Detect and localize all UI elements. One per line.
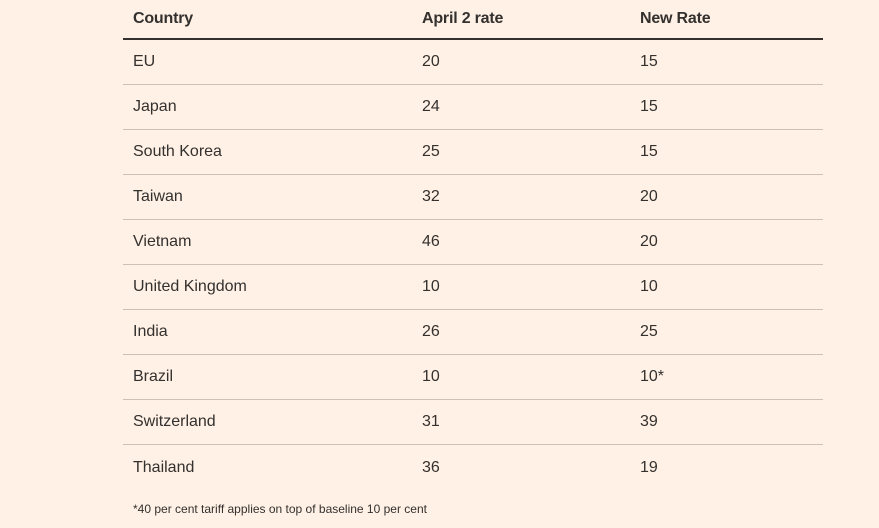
header-country: Country (133, 10, 193, 27)
april-rate-cell: 24 (422, 98, 440, 115)
table-row: Thailand 36 19 (123, 445, 823, 490)
april-rate-cell: 46 (422, 233, 440, 250)
april-rate-cell: 26 (422, 323, 440, 340)
table-row: EU 20 15 (123, 40, 823, 85)
country-cell: Brazil (133, 368, 174, 385)
new-rate-cell: 39 (640, 413, 658, 430)
new-rate-cell: 15 (640, 98, 658, 115)
new-rate-cell: 25 (640, 323, 658, 340)
new-rate-cell: 20 (640, 188, 658, 205)
new-rate-cell: 20 (640, 233, 658, 250)
country-cell: India (133, 323, 168, 340)
tariff-table: Country April 2 rate New Rate EU 20 15 J… (123, 0, 823, 490)
header-april-2-rate: April 2 rate (422, 10, 504, 27)
new-rate-cell: 19 (640, 458, 658, 476)
april-rate-cell: 32 (422, 188, 440, 205)
table-row: South Korea 25 15 (123, 130, 823, 175)
table-row: United Kingdom 10 10 (123, 265, 823, 310)
country-cell: Vietnam (133, 233, 192, 250)
country-cell: Thailand (133, 458, 195, 476)
table-row: Switzerland 31 39 (123, 400, 823, 445)
country-cell: South Korea (133, 143, 222, 160)
table-row: India 26 25 (123, 310, 823, 355)
table-header: Country April 2 rate New Rate (123, 0, 823, 40)
april-rate-cell: 20 (422, 53, 440, 70)
country-cell: Switzerland (133, 413, 216, 430)
table-row: Taiwan 32 20 (123, 175, 823, 220)
table-row: Japan 24 15 (123, 85, 823, 130)
country-cell: Japan (133, 98, 177, 115)
country-cell: EU (133, 53, 156, 70)
april-rate-cell: 31 (422, 413, 440, 430)
april-rate-cell: 10 (422, 278, 440, 295)
new-rate-cell: 15 (640, 53, 658, 70)
april-rate-cell: 25 (422, 143, 440, 160)
header-new-rate: New Rate (640, 10, 711, 27)
table-row: Vietnam 46 20 (123, 220, 823, 265)
country-cell: United Kingdom (133, 278, 247, 295)
country-cell: Taiwan (133, 188, 183, 205)
new-rate-cell: 10* (640, 368, 665, 385)
new-rate-cell: 15 (640, 143, 658, 160)
april-rate-cell: 36 (422, 458, 440, 476)
table-row: Brazil 10 10* (123, 355, 823, 400)
table-footnote: *40 per cent tariff applies on top of ba… (133, 502, 427, 516)
april-rate-cell: 10 (422, 368, 440, 385)
new-rate-cell: 10 (640, 278, 658, 295)
